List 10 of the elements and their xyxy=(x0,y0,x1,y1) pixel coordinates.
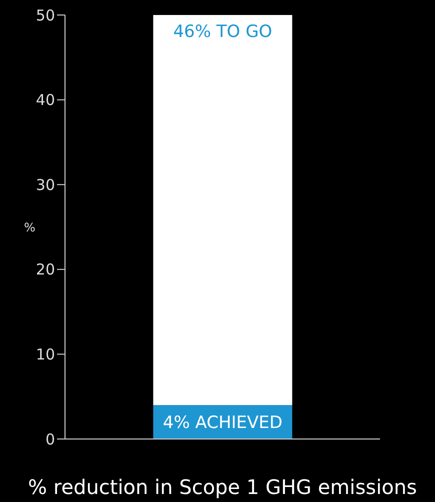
y-axis-title: % xyxy=(24,220,36,234)
y-tick-label: 30 xyxy=(36,176,55,194)
data-label: 46% TO GO xyxy=(173,22,272,42)
y-tick-label: 10 xyxy=(36,346,55,364)
y-tick-label: 20 xyxy=(36,260,55,279)
y-tick-label: 50 xyxy=(36,6,55,24)
y-tick-label: 0 xyxy=(45,430,55,448)
y-tick-label: 40 xyxy=(36,91,55,110)
x-axis-title: % reduction in Scope 1 GHG emissions xyxy=(28,475,417,499)
data-label: 4% ACHIEVED xyxy=(162,413,282,434)
